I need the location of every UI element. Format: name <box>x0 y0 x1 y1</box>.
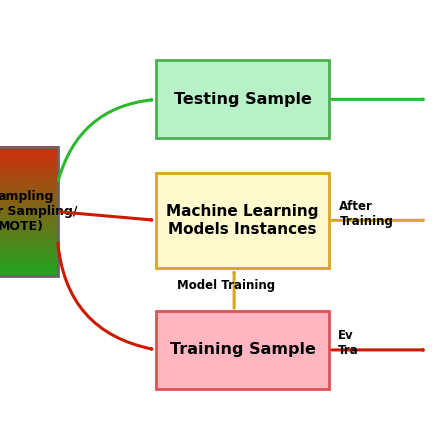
Text: Testing Sample: Testing Sample <box>174 92 311 107</box>
FancyBboxPatch shape <box>156 311 329 389</box>
FancyBboxPatch shape <box>156 60 329 138</box>
Text: ampling
r Sampling/
MOTE): ampling r Sampling/ MOTE) <box>0 190 78 233</box>
Text: Ev
Tra: Ev Tra <box>338 330 359 357</box>
Text: After
Training: After Training <box>340 200 393 228</box>
FancyBboxPatch shape <box>156 173 329 268</box>
Text: Training Sample: Training Sample <box>170 343 316 357</box>
Text: Machine Learning
Models Instances: Machine Learning Models Instances <box>166 204 319 237</box>
Text: Model Training: Model Training <box>177 279 275 292</box>
